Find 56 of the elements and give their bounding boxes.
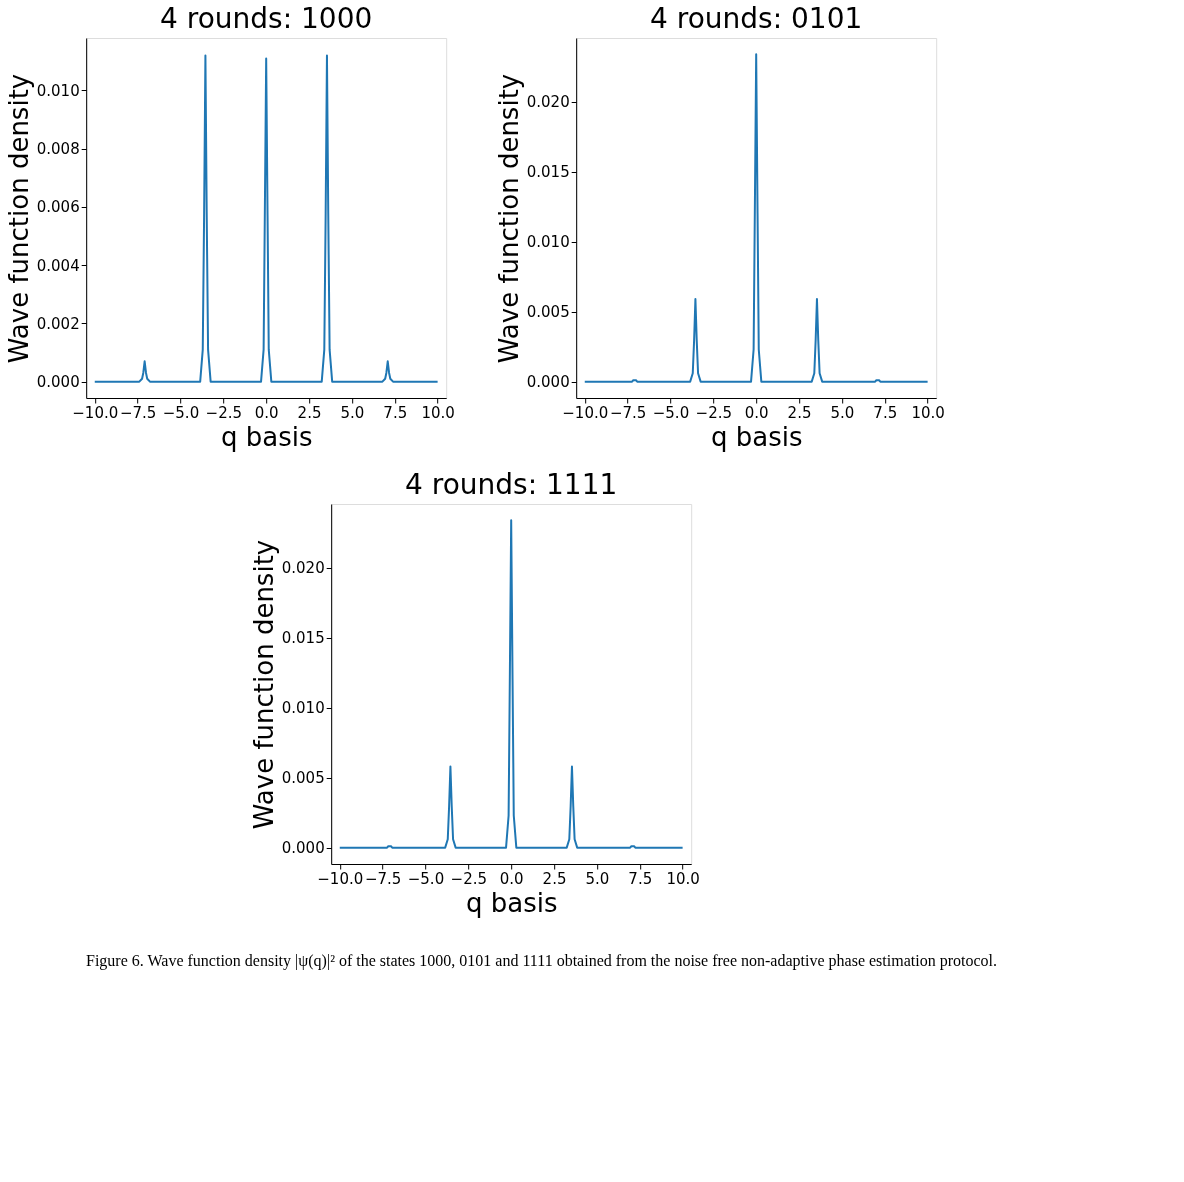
- y-tick-label: 0.002: [36, 314, 80, 333]
- x-tick-label: −10.0: [317, 869, 364, 888]
- chart-title: 4 rounds: 1000: [160, 2, 373, 35]
- y-axis-title: Wave function density: [3, 73, 34, 364]
- line-series: [583, 53, 929, 383]
- x-tick-label: 2.5: [542, 869, 567, 888]
- y-tick-label: 0.010: [526, 233, 570, 252]
- y-tick-label: 0.000: [526, 373, 570, 392]
- x-tick-label: 0.0: [744, 403, 769, 422]
- y-tick-label: 0.015: [281, 629, 325, 648]
- x-tick-label: 5.0: [830, 403, 855, 422]
- y-tick-label: 0.020: [526, 93, 570, 112]
- y-tick-label: 0.005: [281, 769, 325, 788]
- x-tick-label: 0.0: [254, 403, 279, 422]
- x-tick-label: −10.0: [562, 403, 609, 422]
- x-tick-label: −7.5: [119, 403, 157, 422]
- x-tick-label: 5.0: [340, 403, 365, 422]
- x-tick-label: −2.5: [695, 403, 733, 422]
- x-tick-label: −2.5: [450, 869, 488, 888]
- x-tick-label: 2.5: [297, 403, 322, 422]
- x-tick-label: 10.0: [421, 403, 455, 422]
- x-tick-label: 10.0: [666, 869, 700, 888]
- x-tick-label: −2.5: [205, 403, 243, 422]
- x-tick-label: 5.0: [585, 869, 610, 888]
- y-tick-label: 0.008: [36, 140, 80, 159]
- x-tick-label: 7.5: [873, 403, 898, 422]
- y-tick-label: 0.005: [526, 303, 570, 322]
- y-tick-label: 0.000: [36, 373, 80, 392]
- y-tick-label: 0.015: [526, 163, 570, 182]
- x-tick-label: −7.5: [364, 869, 402, 888]
- x-tick-label: −5.0: [407, 869, 445, 888]
- x-axis-title: q basis: [710, 421, 803, 452]
- line-series: [338, 519, 684, 849]
- y-tick-label: 0.010: [281, 699, 325, 718]
- x-tick-label: 7.5: [383, 403, 408, 422]
- y-axis-title: Wave function density: [493, 73, 524, 364]
- x-tick-label: −10.0: [72, 403, 119, 422]
- x-tick-label: −5.0: [162, 403, 200, 422]
- y-tick-label: 0.000: [281, 839, 325, 858]
- x-tick-label: −5.0: [652, 403, 690, 422]
- caption: Figure 6. Wave function density |ψ(q)|² of the states 1000, 0101 and 1111 obtained from the noise free non-adaptive phase estimation protocol.: [86, 952, 997, 970]
- x-tick-label: −7.5: [609, 403, 647, 422]
- line-series: [93, 54, 439, 383]
- y-tick-label: 0.006: [36, 198, 80, 217]
- y-axis-title: Wave function density: [248, 539, 279, 830]
- chart-title: 4 rounds: 1111: [405, 468, 618, 501]
- x-tick-label: 10.0: [911, 403, 945, 422]
- x-tick-label: 2.5: [787, 403, 812, 422]
- chart-title: 4 rounds: 0101: [650, 2, 863, 35]
- y-tick-label: 0.020: [281, 559, 325, 578]
- x-axis-title: q basis: [220, 421, 313, 452]
- y-tick-label: 0.010: [36, 81, 80, 100]
- y-tick-label: 0.004: [36, 256, 80, 275]
- x-tick-label: 7.5: [628, 869, 653, 888]
- x-tick-label: 0.0: [499, 869, 524, 888]
- x-axis-title: q basis: [465, 887, 558, 918]
